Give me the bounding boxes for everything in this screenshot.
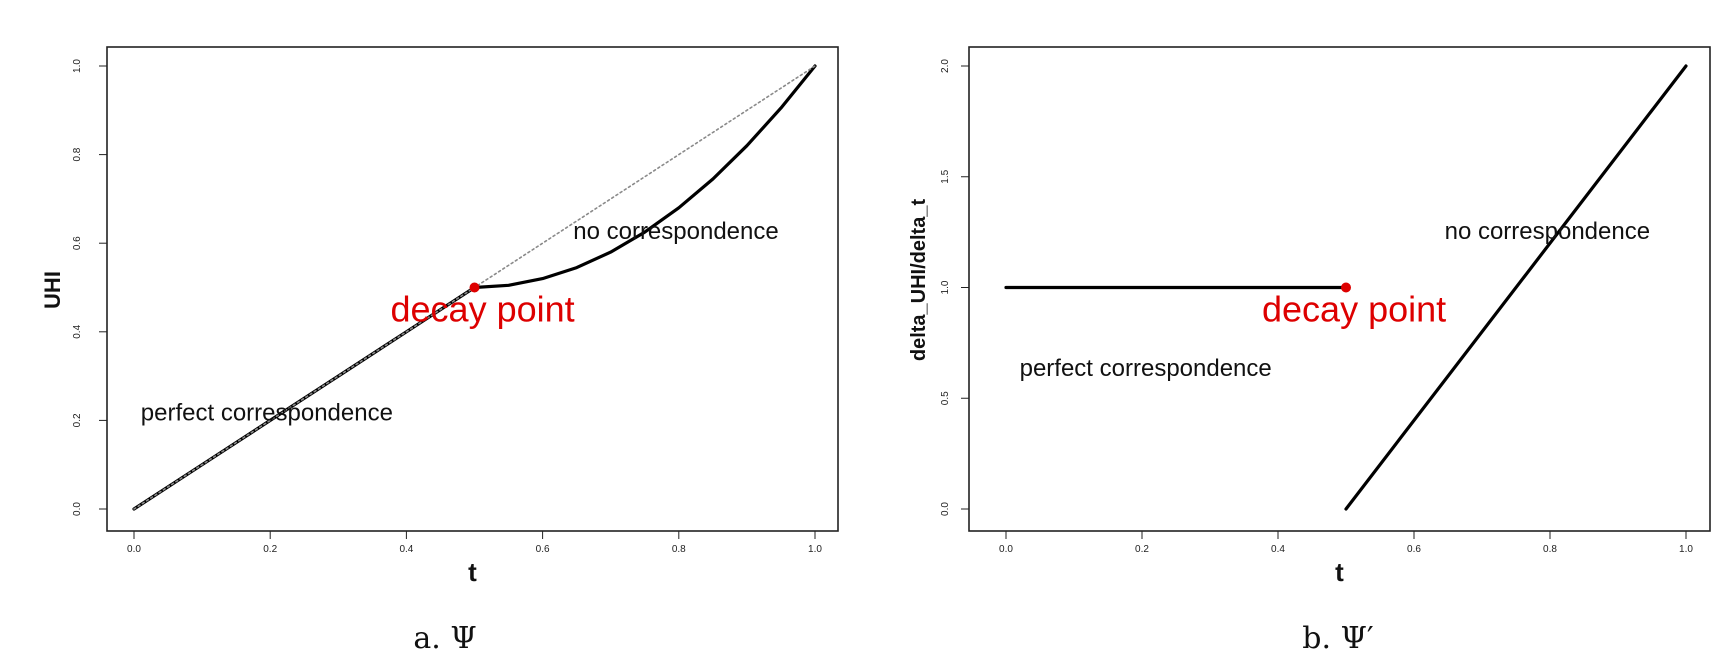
y-axis-title-a: UHI <box>40 271 65 309</box>
x-tick-label-a: 1.0 <box>808 544 822 555</box>
y-tick-label-b: 0.5 <box>940 391 951 405</box>
caption-b: b. Ψ′ <box>1302 621 1374 656</box>
caption-a: a. Ψ <box>413 621 476 656</box>
x-tick-label-a: 0.0 <box>127 544 141 555</box>
x-tick-label-b: 0.2 <box>1135 544 1149 555</box>
decay-point-marker-b <box>1341 282 1351 293</box>
y-tick-label-b: 1.5 <box>940 169 951 183</box>
annotation-a-0: perfect correspondence <box>141 399 393 426</box>
plot-frame-b <box>968 46 1711 532</box>
y-tick-label-a: 1.0 <box>72 59 83 73</box>
x-tick-label-a: 0.4 <box>399 544 413 555</box>
annotation-b-1: no correspondence <box>1445 218 1650 245</box>
plot-frame-a <box>106 46 839 532</box>
y-tick-label-b: 2.0 <box>940 59 951 73</box>
y-tick-label-a: 0.0 <box>72 502 83 516</box>
decay-point-label-a: decay point <box>391 289 575 330</box>
y-axis-title-b: delta_UHI/delta_t <box>908 199 930 362</box>
x-tick-label-a: 0.8 <box>672 544 686 555</box>
y-tick-label-b: 0.0 <box>940 502 951 516</box>
panel-b: 0.0 0.2 0.4 0.6 0.8 1.0 0.0 0.5 1.0 1.5 2.0 t delta_… <box>908 46 1711 587</box>
x-tick-label-b: 0.8 <box>1543 544 1557 555</box>
annotation-a-1: no correspondence <box>573 218 778 245</box>
decay-point-marker-a <box>469 282 480 293</box>
x-tick-label-a: 0.2 <box>263 544 277 555</box>
x-tick-label-b: 0.4 <box>1271 544 1285 555</box>
y-tick-label-b: 1.0 <box>940 280 951 294</box>
series-line-a-1 <box>472 64 817 290</box>
x-tick-label-a: 0.6 <box>536 544 550 555</box>
panel-a: 0.0 0.2 0.4 0.6 0.8 1.0 0.0 0.2 0.4 0.6 0.8 1.0 t UHI… <box>40 46 839 587</box>
x-axis-title-b: t <box>1335 557 1344 587</box>
x-axis-title-a: t <box>468 557 477 587</box>
y-tick-label-a: 0.6 <box>72 236 83 250</box>
annotation-b-0: perfect correspondence <box>1020 355 1272 382</box>
y-tick-label-a: 0.2 <box>72 413 83 427</box>
decay-point-label-b: decay point <box>1262 289 1446 330</box>
y-tick-label-a: 0.8 <box>72 147 83 161</box>
x-tick-label-b: 0.6 <box>1407 544 1421 555</box>
series-line-b-1 <box>1344 64 1688 511</box>
y-tick-label-a: 0.4 <box>72 324 83 338</box>
x-tick-label-b: 0.0 <box>999 544 1013 555</box>
x-tick-label-b: 1.0 <box>1679 544 1693 555</box>
